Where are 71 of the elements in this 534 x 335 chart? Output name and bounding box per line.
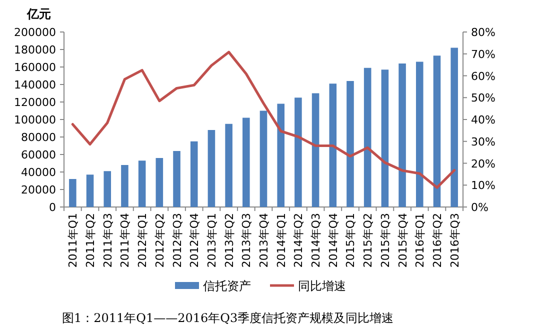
bar [225,124,232,207]
y2-tick-label: 30% [471,135,496,148]
bar [69,179,76,207]
bar [277,104,284,207]
y2-tick-label: 20% [471,157,496,170]
y2-tick-label: 60% [471,70,496,83]
y-tick-label: 0 [49,201,56,214]
bar [242,118,250,207]
y-tick-label: 180000 [14,44,56,56]
x-tick-label: 2011年Q1 [66,213,80,268]
y-tick-label: 140000 [14,78,56,92]
bar [208,130,216,207]
bar [104,171,112,207]
bar [398,64,406,207]
y2-tick-label: 80% [471,26,496,39]
bar [329,84,337,207]
caption: 图1：2011年Q1——2016年Q3季度信托资产规模及同比增速 [62,311,394,325]
bar [121,165,128,207]
bar [294,98,302,207]
y2-tick-label: 50% [471,92,496,105]
x-tick-label: 2014年Q4 [326,213,340,268]
bar [346,81,354,207]
y-tick-label: 80000 [21,131,56,144]
x-tick-label: 2014年Q2 [292,213,306,268]
x-tick-label: 2012年Q1 [136,213,150,268]
bar [364,68,372,207]
legend-label: 同比增速 [298,279,346,293]
x-tick-label: 2012年Q4 [188,213,202,268]
x-tick-label: 2015年Q4 [396,213,410,268]
x-tick-label: 2011年Q3 [101,213,114,268]
bar [138,160,146,207]
x-tick-label: 2013年Q1 [205,213,218,268]
x-tick-label: 2016年Q1 [414,213,427,268]
y-axis-title: 亿元 [26,7,51,21]
x-tick-label: 2014年Q1 [274,213,288,268]
x-tick-label: 2013年Q2 [222,213,236,268]
y-tick-label: 100000 [14,114,56,126]
x-tick-label: 2015年Q2 [362,213,375,268]
x-tick-label: 2014年Q3 [310,213,323,268]
y-tick-label: 40000 [21,166,56,179]
bar [381,70,389,207]
bar [433,56,441,207]
x-tick-label: 2015年Q3 [378,213,392,268]
y-tick-label: 160000 [14,61,56,74]
line-series [71,50,456,189]
y2-tick-label: 0% [471,201,488,214]
x-tick-label: 2011年Q4 [118,213,132,268]
y2-tick-label: 10% [471,179,496,192]
y-tick-label: 200000 [14,26,56,39]
y-tick-label: 120000 [14,96,56,109]
bar [312,93,320,207]
x-tick-label: 2013年Q4 [258,213,270,268]
bar [450,48,458,207]
bar [190,141,198,207]
y2-tick-label: 40% [471,114,496,126]
bar [416,62,424,207]
x-tick-label: 2011年Q2 [84,213,98,268]
x-tick-label: 2012年Q3 [170,213,184,268]
y2-tick-label: 70% [471,48,496,61]
y-tick-label: 20000 [21,184,56,196]
bar [156,158,164,207]
y-tick-label: 60000 [21,148,56,162]
x-tick-label: 2012年Q2 [153,213,166,268]
x-tick-label: 2016年Q2 [430,213,444,268]
bar [86,174,94,207]
x-tick-label: 2016年Q3 [448,213,462,268]
bar [173,151,180,207]
x-tick-label: 2013年Q3 [240,213,254,268]
bar [260,110,268,207]
legend-label: 信托资产 [203,279,251,293]
x-tick-label: 2015年Q1 [344,213,358,268]
